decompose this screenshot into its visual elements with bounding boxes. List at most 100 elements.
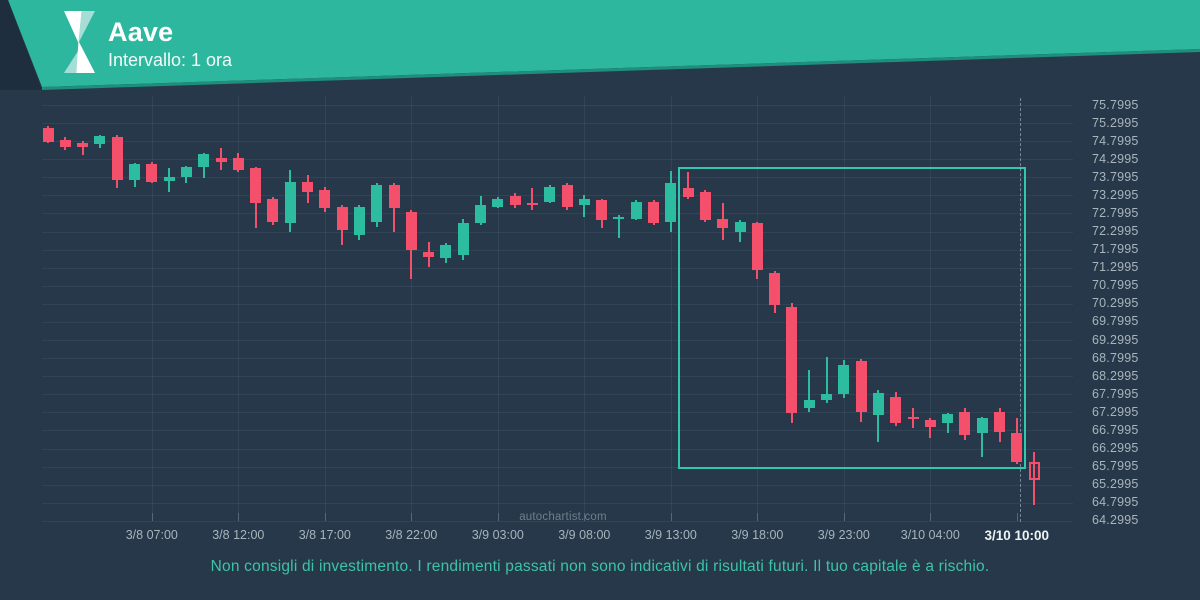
- gridline-horizontal: [42, 412, 1073, 414]
- x-axis-label: 3/8 17:00: [298, 528, 351, 542]
- gridline-vertical: [843, 96, 845, 513]
- y-axis-label: 65.7995: [1092, 459, 1139, 474]
- candle-body: [699, 191, 711, 220]
- gridline-horizontal: [42, 195, 1073, 197]
- candle-body: [1011, 433, 1023, 462]
- gridline-horizontal: [42, 267, 1073, 269]
- gridline-vertical: [411, 96, 413, 513]
- x-axis-tick: [757, 513, 759, 521]
- gridline-horizontal: [42, 285, 1073, 287]
- x-axis-tick: [930, 513, 932, 521]
- x-axis-tick: [151, 513, 153, 521]
- gridline-vertical: [670, 96, 672, 513]
- y-axis-label: 64.2995: [1092, 513, 1139, 528]
- candle-wick: [531, 188, 534, 210]
- candle-body: [509, 196, 521, 206]
- candle-body: [942, 414, 954, 423]
- gridline-horizontal: [42, 231, 1073, 233]
- x-axis-tick: [670, 513, 672, 521]
- gridline-horizontal: [42, 520, 1073, 522]
- gridline-horizontal: [42, 376, 1073, 378]
- candle-body: [578, 198, 590, 206]
- gridline-horizontal: [42, 340, 1073, 342]
- candle-body: [803, 400, 815, 409]
- candle-body: [457, 223, 469, 256]
- y-axis-label: 75.7995: [1092, 97, 1139, 112]
- y-axis-label: 66.2995: [1092, 441, 1139, 456]
- gridline-horizontal: [42, 448, 1073, 450]
- current-time-line: [1020, 98, 1022, 522]
- y-axis-label: 74.7995: [1092, 133, 1139, 148]
- candle-body: [111, 136, 123, 181]
- candle-body: [353, 206, 365, 236]
- gridline-horizontal: [42, 466, 1073, 468]
- candle-body: [198, 154, 210, 167]
- candle-wick: [583, 195, 586, 217]
- gridline-horizontal: [42, 502, 1073, 504]
- candle-body: [855, 360, 867, 412]
- x-axis-tick: [238, 513, 240, 521]
- candle-body: [769, 273, 781, 305]
- y-axis-label: 74.2995: [1092, 151, 1139, 166]
- gridline-horizontal: [42, 123, 1073, 125]
- gridline-horizontal: [42, 177, 1073, 179]
- candle-wick: [877, 389, 880, 442]
- x-axis-label: 3/9 23:00: [817, 528, 870, 542]
- candle-body: [180, 166, 192, 177]
- candle-wick: [687, 171, 690, 199]
- y-axis-label: 72.2995: [1092, 224, 1139, 239]
- candle-body: [405, 211, 417, 250]
- y-axis-label: 69.7995: [1092, 314, 1139, 329]
- gridline-vertical: [930, 96, 932, 513]
- candle-body: [59, 140, 71, 147]
- x-axis-tick: [1016, 513, 1018, 521]
- candle-body: [734, 221, 746, 232]
- candle-body: [42, 128, 54, 142]
- gridline-horizontal: [42, 141, 1073, 143]
- gridline-horizontal: [42, 484, 1073, 486]
- candle-body: [336, 206, 348, 231]
- gridline-horizontal: [42, 303, 1073, 305]
- y-axis-label: 73.2995: [1092, 187, 1139, 202]
- disclaimer-text: Non consigli di investimento. I rendimen…: [210, 558, 990, 575]
- candle-wick: [981, 417, 984, 457]
- candle-body: [976, 418, 988, 434]
- x-axis-tick: [324, 513, 326, 521]
- x-axis-tick: [411, 513, 413, 521]
- y-axis-label: 73.7995: [1092, 169, 1139, 184]
- y-axis-label: 72.7995: [1092, 205, 1139, 220]
- candle-wick: [825, 357, 828, 404]
- gridline-vertical: [324, 96, 326, 513]
- candle-body: [907, 416, 919, 420]
- candle-body: [665, 183, 677, 222]
- candle-body: [492, 198, 504, 207]
- y-axis-label: 67.7995: [1092, 386, 1139, 401]
- candle-body: [959, 411, 971, 436]
- candle-body: [388, 184, 400, 209]
- candle-body: [596, 200, 608, 220]
- candle-body: [838, 365, 850, 394]
- y-axis-label: 68.7995: [1092, 350, 1139, 365]
- gridline-horizontal: [42, 430, 1073, 432]
- y-axis-label: 64.7995: [1092, 495, 1139, 510]
- y-axis-label: 67.2995: [1092, 404, 1139, 419]
- pattern-highlight-box: [677, 167, 1027, 470]
- x-axis-label: 3/9 13:00: [644, 528, 697, 542]
- candle-wick: [617, 214, 620, 239]
- y-axis-label: 69.2995: [1092, 332, 1139, 347]
- candle-body: [648, 201, 659, 224]
- gridline-horizontal: [42, 249, 1073, 251]
- x-axis-label: 3/8 12:00: [212, 528, 265, 542]
- candle-body: [77, 143, 89, 147]
- candle-body: [250, 168, 262, 204]
- candle-body: [215, 158, 227, 162]
- page-title: Aave: [108, 17, 174, 47]
- x-axis-tick: [843, 513, 845, 521]
- candle-body: [872, 392, 884, 416]
- candle-body: [561, 184, 573, 207]
- x-axis-label: 3/9 18:00: [731, 528, 784, 542]
- y-axis-label: 70.7995: [1092, 278, 1139, 293]
- candle-body: [267, 198, 279, 222]
- gridline-vertical: [497, 96, 499, 513]
